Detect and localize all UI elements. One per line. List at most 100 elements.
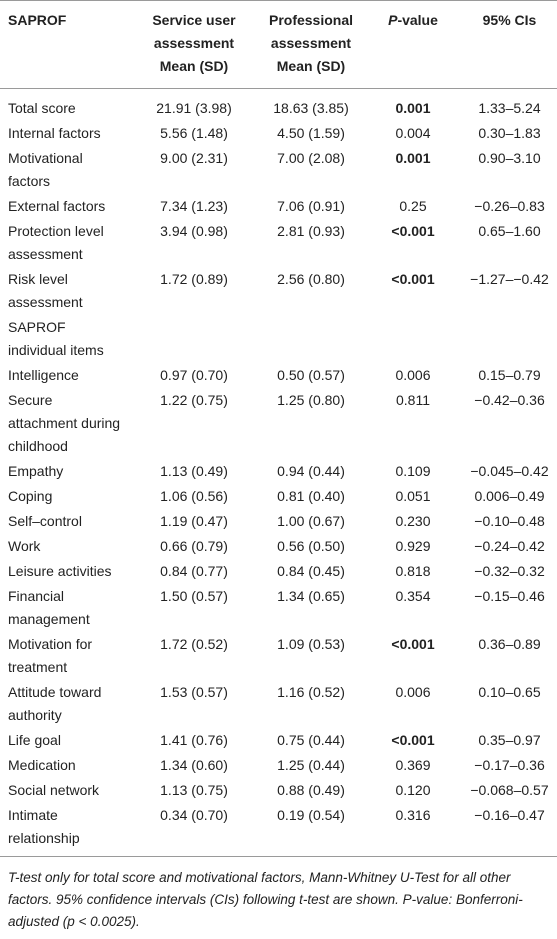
table-row: Intimate relationship 0.34 (0.70) 0.19 (0.…: [0, 803, 557, 857]
cell-ci: 0.30–1.83: [478, 125, 541, 141]
cell-user: 1.19 (0.47): [160, 513, 228, 529]
table-row: Internal factors 5.56 (1.48) 4.50 (1.59) 0.…: [0, 121, 557, 146]
column-header: Service user assessment Mean (SD): [130, 0, 258, 89]
header-row: SAPROF Service user assessment Mean (SD) P…: [0, 0, 557, 89]
table-row: Empathy 1.13 (0.49) 0.94 (0.44) 0.109 −0.045…: [0, 459, 557, 484]
row-label: SAPROF individual items: [8, 319, 104, 358]
cell-ci: −0.10–0.48: [474, 513, 545, 529]
table-row: Life goal 1.41 (0.76) 0.75 (0.44) <0.001 0.3…: [0, 728, 557, 753]
cell-p: 0.811: [396, 392, 430, 408]
cell-user: 1.72 (0.89): [160, 271, 228, 287]
cell-professional: 2.56 (0.80): [277, 271, 345, 287]
empty-cell: [258, 315, 364, 363]
cell-p: 0.001: [395, 150, 431, 166]
cell-user: 1.72 (0.52): [160, 636, 228, 652]
cell-ci: −0.16–0.47: [462, 803, 557, 857]
results-table: SAPROF Service user assessment Mean (SD) P…: [0, 0, 557, 857]
cell-p: 0.001: [395, 100, 431, 116]
cell-user: 0.34 (0.70): [130, 803, 258, 857]
column-header: 95% CIs: [462, 0, 557, 89]
cell-professional: 18.63 (3.85): [273, 100, 349, 116]
table-row: Social network 1.13 (0.75) 0.88 (0.49) 0.12…: [0, 778, 557, 803]
row-label: Financial management: [8, 588, 90, 627]
cell-p: 0.230: [395, 513, 431, 529]
cell-user: 1.34 (0.60): [160, 757, 228, 773]
cell-professional: 7.06 (0.91): [277, 198, 345, 214]
row-label: Coping: [8, 488, 53, 504]
cell-user: 0.66 (0.79): [160, 538, 228, 554]
cell-user: 1.50 (0.57): [160, 588, 228, 604]
cell-user: 9.00 (2.31): [160, 150, 228, 166]
cell-p: 0.004: [395, 125, 431, 141]
cell-user: 3.94 (0.98): [160, 223, 228, 239]
empty-cell: [462, 315, 557, 363]
table-row: Work 0.66 (0.79) 0.56 (0.50) 0.929 −0.24–0.4…: [0, 534, 557, 559]
table-row: SAPROF individual items: [0, 315, 557, 363]
cell-professional: 1.25 (0.44): [277, 757, 345, 773]
table-row: Coping 1.06 (0.56) 0.81 (0.40) 0.051 0.006–0…: [0, 484, 557, 509]
cell-professional: 0.81 (0.40): [277, 488, 345, 504]
cell-professional: 0.94 (0.44): [277, 463, 345, 479]
cell-p: 0.109: [395, 463, 431, 479]
column-header: Professional assessment Mean (SD): [258, 0, 364, 89]
cell-professional: 1.16 (0.52): [277, 684, 345, 700]
cell-p: <0.001: [391, 732, 435, 748]
cell-professional: 0.19 (0.54): [258, 803, 364, 857]
row-label: Protection level assessment: [8, 223, 104, 262]
cell-user: 0.84 (0.77): [160, 563, 228, 579]
row-label: Intelligence: [8, 367, 79, 383]
cell-ci: 0.65–1.60: [478, 223, 541, 239]
cell-user: 7.34 (1.23): [160, 198, 228, 214]
table-row: Self–control 1.19 (0.47) 1.00 (0.67) 0.230 −…: [0, 509, 557, 534]
cell-professional: 0.75 (0.44): [277, 732, 345, 748]
row-label: Work: [8, 538, 41, 554]
cell-p: 0.316: [364, 803, 462, 857]
table-row: Motivational factors 9.00 (2.31) 7.00 (2.0…: [0, 146, 557, 194]
row-label: Internal factors: [8, 125, 101, 141]
cell-p: <0.001: [391, 223, 435, 239]
row-label: Risk level assessment: [8, 271, 83, 310]
cell-user: 1.53 (0.57): [160, 684, 228, 700]
table-row: Total score 21.91 (3.98) 18.63 (3.85) 0.001…: [0, 89, 557, 122]
cell-professional: 0.88 (0.49): [277, 782, 345, 798]
cell-professional: 1.09 (0.53): [277, 636, 345, 652]
cell-ci: −0.24–0.42: [474, 538, 545, 554]
table-row: External factors 7.34 (1.23) 7.06 (0.91) 0.…: [0, 194, 557, 219]
cell-p: 0.006: [395, 367, 431, 383]
cell-user: 1.41 (0.76): [160, 732, 228, 748]
row-label: Motivational factors: [8, 150, 83, 189]
cell-p: 0.006: [395, 684, 431, 700]
row-label: Social network: [8, 782, 100, 798]
cell-p: 0.120: [395, 782, 431, 798]
cell-ci: −0.17–0.36: [474, 757, 545, 773]
table-row: Risk level assessment 1.72 (0.89) 2.56 (0.…: [0, 267, 557, 315]
row-label: External factors: [8, 198, 106, 214]
cell-professional: 4.50 (1.59): [277, 125, 345, 141]
cell-professional: 0.84 (0.45): [277, 563, 345, 579]
cell-ci: −0.068–0.57: [470, 782, 549, 798]
cell-user: 1.13 (0.75): [160, 782, 228, 798]
table-row: Leisure activities 0.84 (0.77) 0.84 (0.45)…: [0, 559, 557, 584]
row-label: Total score: [8, 100, 76, 116]
cell-user: 1.13 (0.49): [160, 463, 228, 479]
cell-p: 0.818: [395, 563, 431, 579]
table-row: Financial management 1.50 (0.57) 1.34 (0.6…: [0, 584, 557, 632]
row-label: Secure attachment during childhood: [8, 392, 121, 454]
row-label: Leisure activities: [8, 563, 112, 579]
row-label: Empathy: [8, 463, 64, 479]
cell-ci: 0.006–0.49: [474, 488, 545, 504]
cell-ci: 0.90–3.10: [478, 150, 541, 166]
footnote: T-test only for total score and motivati…: [8, 870, 523, 929]
cell-p: <0.001: [391, 636, 435, 652]
cell-professional: 1.25 (0.80): [277, 392, 345, 408]
cell-p: 0.929: [395, 538, 431, 554]
cell-user: 21.91 (3.98): [156, 100, 232, 116]
cell-ci: −0.32–0.32: [474, 563, 545, 579]
cell-ci: 0.35–0.97: [478, 732, 541, 748]
table-body: Total score 21.91 (3.98) 18.63 (3.85) 0.001…: [0, 89, 557, 857]
cell-p: 0.25: [399, 198, 427, 214]
cell-professional: 2.81 (0.93): [277, 223, 345, 239]
cell-ci: −0.26–0.83: [474, 198, 545, 214]
table-row: Intelligence 0.97 (0.70) 0.50 (0.57) 0.006 0…: [0, 363, 557, 388]
